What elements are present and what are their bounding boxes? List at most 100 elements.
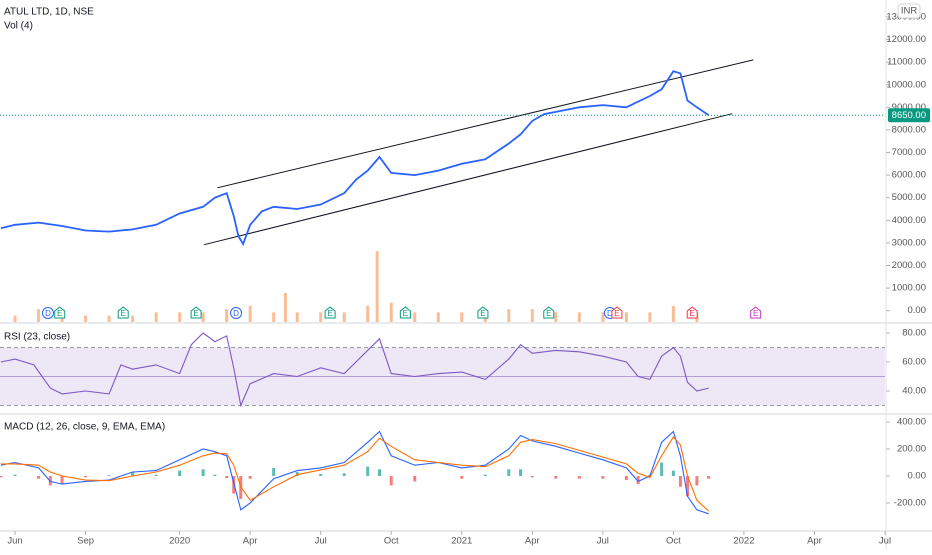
y-tick-label: -200.00	[894, 498, 926, 509]
event-label: D	[607, 309, 613, 318]
y-tick-label: 1000.00	[892, 283, 926, 294]
series-line	[0, 332, 709, 408]
event-marker	[190, 306, 202, 319]
histogram-bar	[342, 473, 346, 477]
volume-bar	[84, 315, 88, 322]
histogram-bar	[685, 476, 689, 497]
histogram-bar	[624, 476, 628, 481]
volume-bar	[131, 315, 135, 322]
volume-bar	[601, 312, 605, 322]
histogram-bar	[366, 466, 370, 477]
volume-bar	[178, 312, 182, 322]
volume-bar	[201, 312, 205, 322]
event-marker	[750, 306, 762, 319]
x-tick-label: Jul	[597, 536, 609, 547]
volume-bar	[460, 312, 464, 322]
histogram-bar	[678, 476, 682, 487]
volume-bar	[107, 315, 111, 322]
last-price-badge	[888, 108, 930, 123]
x-tick-label: Apr	[525, 536, 540, 547]
y-tick-label: 4000.00	[892, 215, 926, 226]
event-label: E	[193, 309, 198, 318]
y-tick-label: 5000.00	[892, 192, 926, 203]
histogram-bar	[577, 476, 581, 479]
y-tick-label: 12000.00	[886, 34, 926, 45]
x-tick-label: Apr	[243, 536, 258, 547]
histogram-bar	[636, 476, 640, 485]
y-tick-label: 60.00	[902, 356, 926, 367]
y-tick-label: 3000.00	[892, 237, 926, 248]
histogram-bar	[154, 474, 158, 477]
y-tick-label: 8000.00	[892, 124, 926, 135]
histogram-bar	[272, 467, 276, 477]
histogram-bar	[319, 473, 323, 477]
y-tick-label: 6000.00	[892, 170, 926, 181]
event-label: D	[233, 309, 239, 318]
volume-bar	[248, 305, 252, 322]
volume-bar	[436, 312, 440, 322]
volume-bar	[13, 315, 17, 322]
histogram-bar	[530, 476, 534, 478]
histogram-bar	[671, 470, 675, 477]
x-tick-label: Sep	[77, 536, 94, 547]
series-line	[0, 435, 710, 512]
volume-bar	[648, 312, 652, 322]
histogram-bar	[695, 476, 699, 486]
series-line	[0, 70, 710, 247]
histogram-bar	[460, 476, 464, 479]
histogram-bar	[248, 476, 252, 479]
y-tick-label: 2000.00	[892, 260, 926, 271]
histogram-bar	[225, 476, 229, 479]
histogram-bar	[131, 471, 135, 477]
volume-bar	[624, 312, 628, 322]
volume-bar	[154, 312, 158, 322]
pane-title: RSI (23, close)	[4, 332, 70, 343]
y-tick-label: 400.00	[897, 417, 926, 428]
histogram-bar	[377, 469, 381, 477]
histogram-bar	[707, 476, 711, 479]
histogram-bar	[519, 469, 523, 477]
series-line	[0, 430, 709, 515]
event-marker	[543, 306, 555, 319]
volume-bar	[60, 315, 64, 322]
histogram-bar	[60, 476, 64, 485]
histogram-bar	[213, 474, 217, 477]
histogram-bar	[37, 476, 41, 479]
pane-title: ATUL LTD, 1D, NSE	[4, 7, 94, 18]
y-tick-label: 200.00	[897, 444, 926, 455]
event-label: E	[690, 309, 695, 318]
volume-bar	[37, 309, 41, 322]
histogram-bar	[660, 462, 664, 477]
histogram-bar	[507, 469, 511, 477]
event-label: E	[614, 309, 619, 318]
x-tick-label: 2021	[451, 536, 472, 547]
currency: INR	[901, 6, 918, 17]
y-tick-label: 0.00	[908, 471, 927, 482]
event-label: E	[327, 309, 332, 318]
volume-bar	[671, 305, 675, 322]
event-marker	[41, 307, 54, 319]
event-marker	[686, 306, 698, 319]
volume-bar	[342, 312, 346, 322]
histogram-bar	[389, 476, 393, 486]
histogram-bar	[13, 474, 17, 477]
y-tick-label: 40.00	[902, 385, 926, 396]
event-marker	[324, 306, 336, 319]
volume-bar	[530, 309, 534, 322]
pane-subtitle: Vol (4)	[4, 21, 33, 32]
volume-bar	[225, 309, 229, 322]
histogram-bar	[178, 470, 182, 477]
event-label: E	[57, 309, 62, 318]
event-marker	[399, 306, 411, 319]
event-label: E	[546, 309, 551, 318]
y-tick-label: 7000.00	[892, 147, 926, 158]
histogram-bar	[554, 476, 558, 479]
event-label: E	[480, 309, 485, 318]
histogram-bar	[413, 476, 417, 482]
histogram-bar	[0, 476, 3, 478]
x-tick-label: 2022	[733, 536, 754, 547]
event-marker	[477, 306, 489, 319]
currency-box	[897, 3, 921, 19]
y-tick-label: 0.00	[908, 305, 927, 316]
